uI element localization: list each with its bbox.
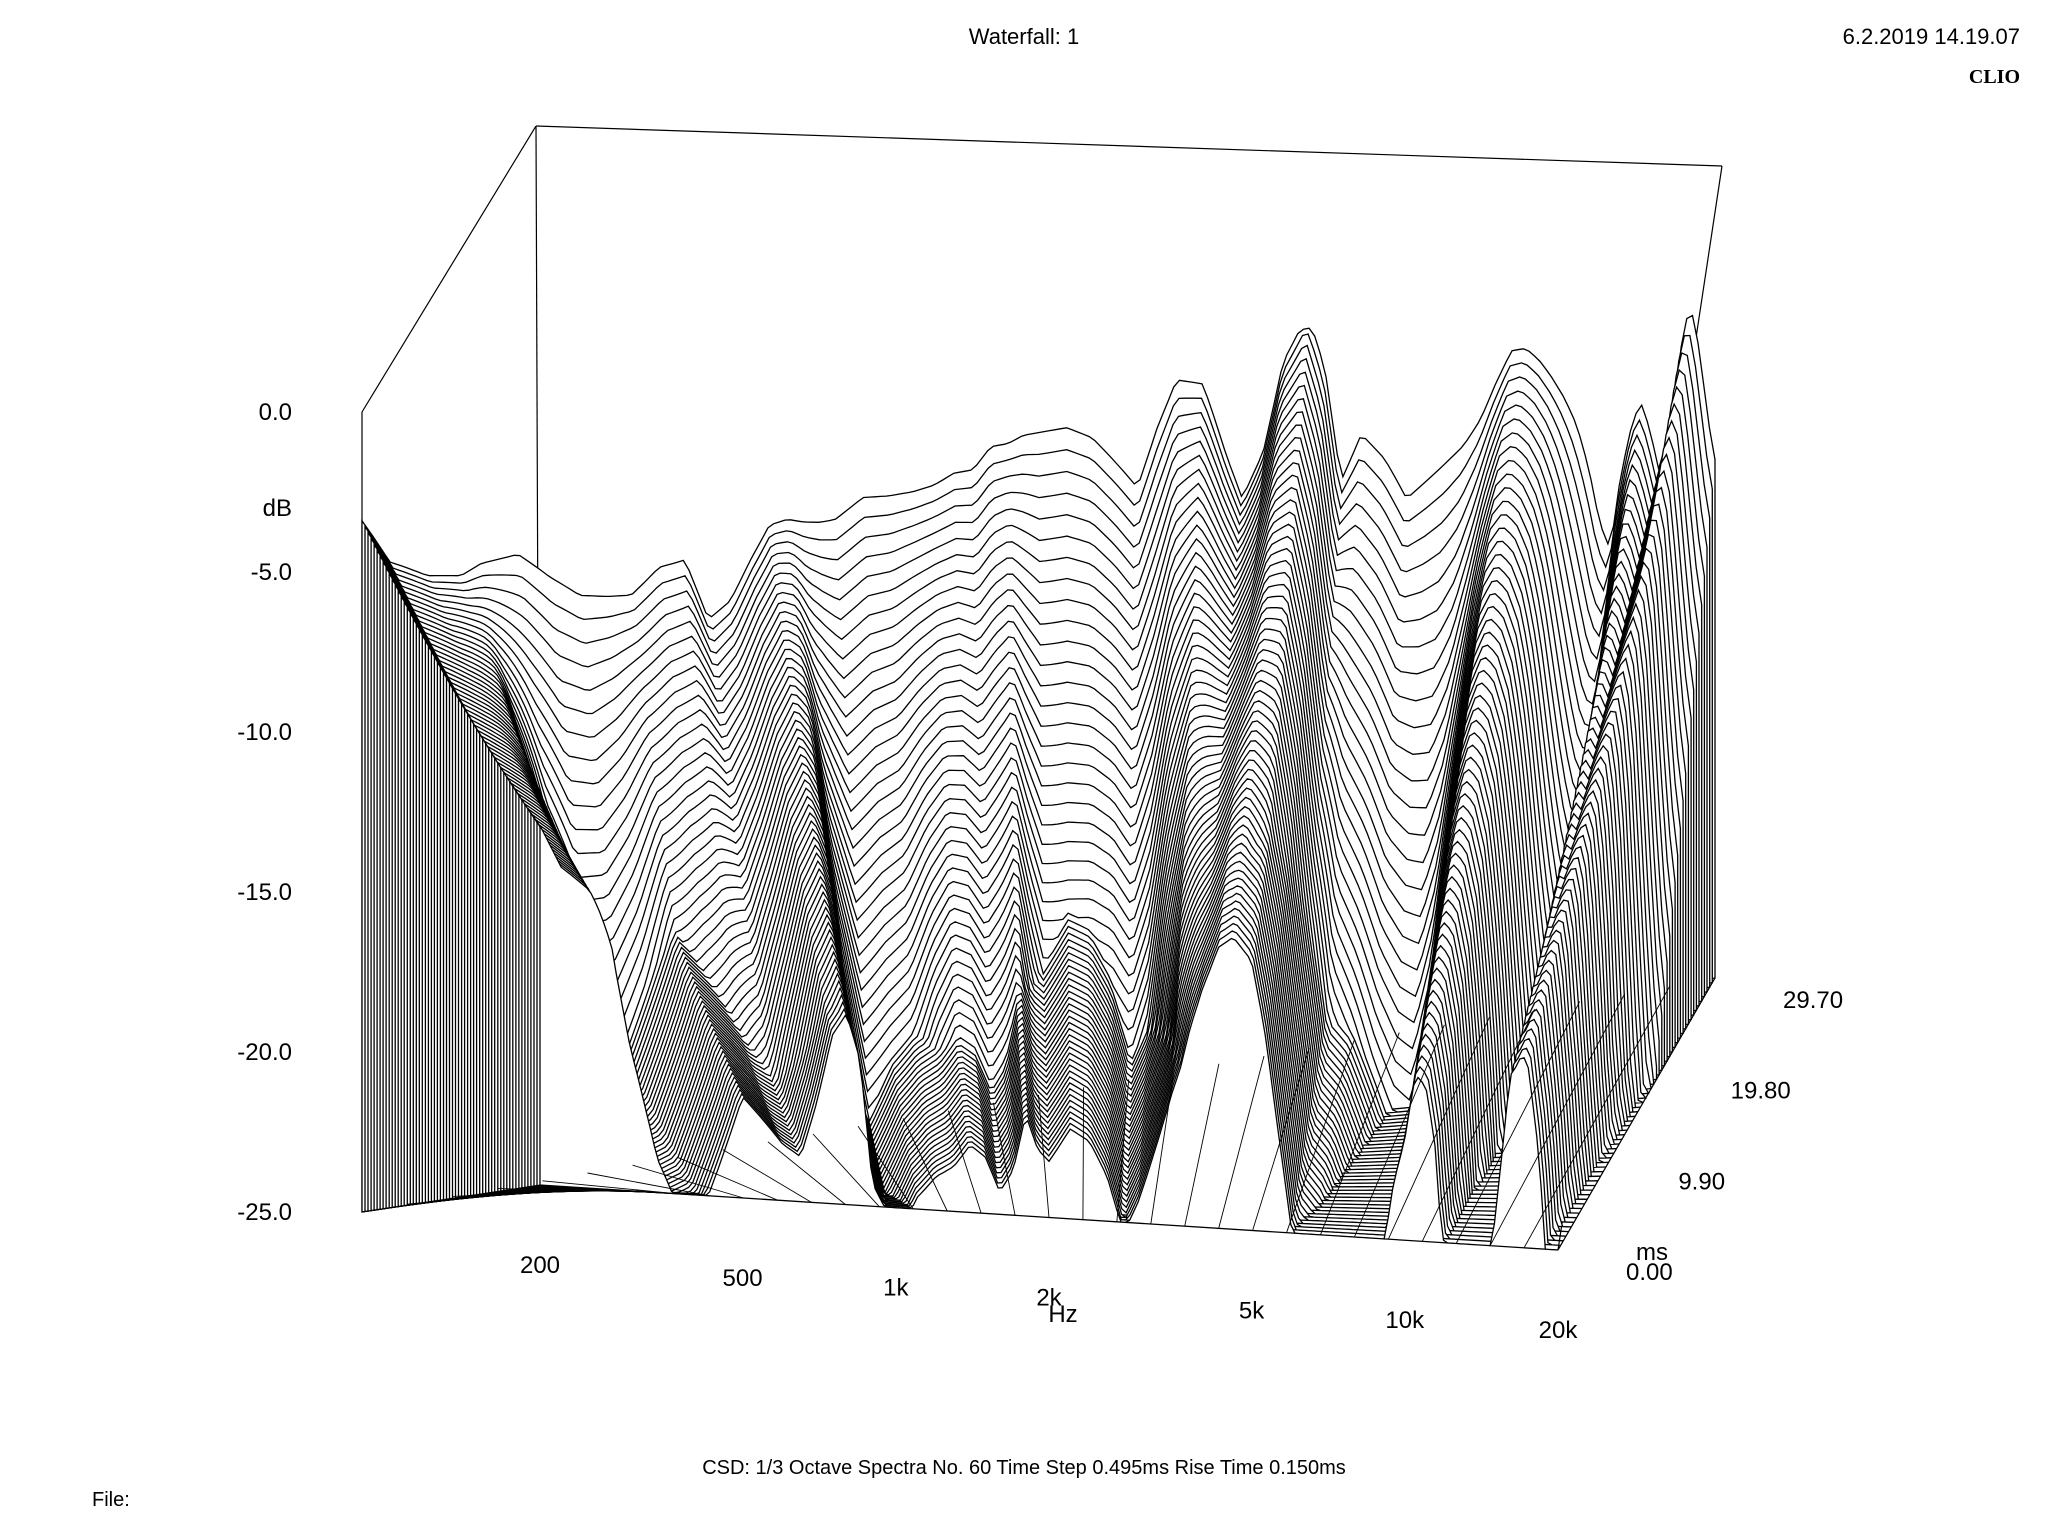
z-tick-label-4: 29.70 xyxy=(1783,987,1843,1014)
file-label: File: xyxy=(92,1489,130,1511)
x-tick-label-1: 200 xyxy=(520,1252,560,1279)
z-tick-label-2: 9.90 xyxy=(1678,1168,1725,1195)
floor-grid-line-5 xyxy=(542,1180,676,1195)
x-axis-label: Hz xyxy=(1048,1301,1077,1328)
measurement-datetime: 6.2.2019 14.19.07 xyxy=(1842,24,2020,49)
floor-grid-line-9 xyxy=(722,1149,812,1203)
floor-grid-line-16 xyxy=(1038,1094,1050,1218)
floor-grid-line-19 xyxy=(1150,1071,1175,1225)
x-tick-label-6: 10k xyxy=(1385,1307,1425,1334)
floor-grid-line-17 xyxy=(1082,1087,1085,1220)
floor-grid-line-13 xyxy=(902,1118,948,1212)
floor-grid-line-31 xyxy=(1557,977,1716,1251)
spectrum-slice-60 xyxy=(539,825,1559,1251)
floor-grid-line-15 xyxy=(992,1102,1016,1216)
frame-edge-1 xyxy=(535,125,1723,167)
floor-grid-line-8 xyxy=(677,1156,778,1201)
floor-grid-line-20 xyxy=(1184,1063,1220,1227)
x-tick-label-5: 5k xyxy=(1239,1297,1265,1324)
x-tick-label-3: 1k xyxy=(883,1275,909,1302)
x-tick-label-7: 20k xyxy=(1539,1317,1579,1344)
floor-grid-line-10 xyxy=(767,1141,846,1205)
floor-grid-line-11 xyxy=(812,1133,880,1207)
z-axis-label: ms xyxy=(1636,1239,1668,1266)
floor-grid-line-23 xyxy=(1286,1040,1355,1233)
y-tick-label-1: 0.0 xyxy=(259,399,292,426)
chart-title: Waterfall: 1 xyxy=(968,24,1080,49)
floor-grid-line-12 xyxy=(857,1125,914,1210)
frame-edge-7 xyxy=(361,125,537,413)
floor-grid-line-25 xyxy=(1353,1024,1445,1238)
floor-grid-line-18 xyxy=(1116,1079,1130,1222)
spectra-slices xyxy=(361,314,1716,1251)
floor-grid-line-27 xyxy=(1421,1009,1536,1242)
x-tick-label-2: 500 xyxy=(723,1265,763,1292)
floor-grid-line-21 xyxy=(1218,1055,1265,1229)
y-tick-label-6: -25.0 xyxy=(237,1199,292,1226)
floor-grid xyxy=(361,977,1716,1251)
axis-labels: 0.0 -5.0 -10.0 -15.0 -20.0 -25.0 dB 200 500 1k 2k 5… xyxy=(237,399,1843,1344)
floor-grid-line-4 xyxy=(497,1188,642,1192)
floor-grid-line-28 xyxy=(1455,1001,1581,1244)
csd-info: CSD: 1/3 Octave Spectra No. 60 Time Step… xyxy=(702,1457,1346,1479)
floor-grid-line-24 xyxy=(1320,1032,1400,1235)
y-axis-label: dB xyxy=(263,495,292,522)
y-tick-label-5: -20.0 xyxy=(237,1039,292,1066)
y-tick-label-3: -10.0 xyxy=(237,719,292,746)
z-tick-label-3: 19.80 xyxy=(1731,1078,1791,1105)
floor-grid-line-26 xyxy=(1387,1016,1490,1240)
floor-grid-line-6 xyxy=(587,1172,710,1197)
floor-grid-line-29 xyxy=(1489,993,1626,1246)
floor-grid-line-30 xyxy=(1523,985,1671,1249)
x-tick-label-4: 2k xyxy=(1036,1285,1062,1312)
floor-grid-line-1 xyxy=(361,1184,541,1213)
floor-grid-line-7 xyxy=(632,1164,744,1199)
floor-grid-line-14 xyxy=(947,1110,982,1214)
y-tick-label-2: -5.0 xyxy=(251,559,292,586)
floor-grid-line-22 xyxy=(1252,1048,1310,1231)
z-tick-label-1: 0.00 xyxy=(1626,1259,1673,1286)
clio-brand-logo: CLIO xyxy=(1968,66,2020,88)
y-tick-label-4: -15.0 xyxy=(237,879,292,906)
